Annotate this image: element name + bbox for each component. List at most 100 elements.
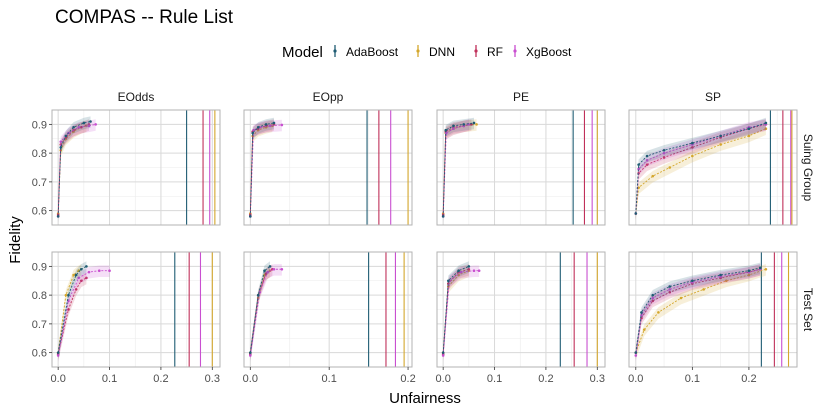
line-rf (442, 268, 469, 355)
point-rf (645, 163, 649, 166)
point-adaboost (72, 125, 75, 129)
point-adaboost (444, 128, 448, 132)
point-rf (79, 125, 83, 129)
point-adaboost (691, 279, 694, 283)
column-strip-eodds: EOdds (52, 86, 220, 108)
point-xgboost (452, 127, 455, 130)
point-rf (79, 279, 83, 283)
point-xgboost (634, 354, 638, 357)
point-adaboost (85, 265, 88, 268)
point-adaboost (441, 351, 445, 354)
point-adaboost (249, 215, 252, 218)
line-adaboost (635, 267, 761, 353)
point-rf (668, 290, 672, 294)
legend-key-point (333, 49, 337, 53)
point-adaboost (256, 125, 260, 129)
y-tick-label: 0.6 (32, 206, 47, 218)
y-tick-label: 0.7 (32, 177, 47, 189)
series-adaboost (634, 262, 762, 359)
point-adaboost (747, 127, 751, 130)
x-tick-label: 0.1 (685, 373, 700, 385)
point-xgboost (56, 354, 60, 357)
column-strip-sp: SP (629, 86, 797, 108)
legend-key-point (416, 49, 420, 53)
legend-label-rf: RF (487, 45, 503, 59)
series-adaboost (249, 261, 272, 359)
strip-background (437, 86, 605, 108)
panel-border (243, 251, 413, 368)
point-dnn (657, 311, 660, 314)
ribbon-adaboost (443, 261, 469, 359)
point-adaboost (251, 131, 254, 135)
point-rf (85, 276, 88, 280)
series-adaboost (441, 117, 476, 223)
point-dnn (719, 143, 722, 146)
ribbon-dnn (58, 264, 82, 359)
point-adaboost (472, 121, 476, 125)
ribbon-adaboost (443, 117, 474, 223)
panel-pe-1: 0.0 0.1 0.2 0.3 (436, 251, 606, 385)
point-xgboost (87, 270, 91, 274)
point-dnn (691, 154, 694, 158)
point-adaboost (634, 212, 638, 215)
point-xgboost (640, 313, 643, 317)
y-tick-label: 0.9 (32, 261, 47, 273)
legend-title: Model (282, 44, 323, 61)
panel-border (436, 109, 606, 226)
column-strip-eopp: EOpp (244, 86, 412, 108)
point-xgboost (645, 159, 649, 162)
point-rf (691, 146, 694, 149)
x-tick-label: 0.2 (741, 373, 756, 385)
point-adaboost (452, 124, 455, 128)
point-dnn (642, 328, 646, 331)
column-strip-pe: PE (437, 86, 605, 108)
point-adaboost (634, 351, 638, 354)
ribbon-dnn (443, 265, 469, 359)
legend-label-adaboost: AdaBoost (346, 45, 399, 59)
point-adaboost (691, 141, 694, 145)
strip-label: Suing Group (801, 134, 815, 202)
line-adaboost (442, 265, 470, 353)
ribbon-dnn (250, 265, 271, 359)
point-dnn (72, 273, 75, 277)
point-xgboost (108, 269, 111, 272)
point-dnn (747, 273, 751, 277)
x-tick-label: 0.2 (538, 373, 553, 385)
series-adaboost (56, 261, 88, 359)
point-adaboost (82, 121, 86, 125)
point-xgboost (59, 140, 63, 143)
line-adaboost (635, 122, 767, 214)
point-xgboost (97, 269, 101, 272)
point-xgboost (668, 288, 672, 291)
panel-sp-1: 0.0 0.1 0.2 (628, 251, 798, 385)
y-tick-label: 0.8 (32, 290, 47, 302)
panel-border (243, 109, 413, 226)
panel-border (51, 109, 221, 226)
point-adaboost (89, 120, 92, 123)
line-dnn (57, 268, 82, 353)
point-xgboost (272, 267, 276, 271)
ribbon-dnn (250, 120, 273, 220)
facet-grid: EOdds EOpp PE SP Suing Group Test Set 0.6 0.7 0.… (32, 86, 815, 385)
ribbon-dnn (58, 120, 87, 220)
line-xgboost (249, 124, 282, 217)
panel-border (628, 109, 798, 226)
x-tick-label: 0.1 (487, 373, 502, 385)
series-adaboost (441, 261, 471, 359)
point-adaboost (719, 273, 722, 277)
point-adaboost (747, 269, 751, 272)
point-dnn (764, 127, 768, 130)
ribbon-rf (58, 272, 87, 361)
strip-label: EOpp (313, 90, 344, 104)
ribbon-adaboost (250, 261, 271, 359)
row-strip-1: Test Set (801, 288, 815, 332)
legend-key-point (513, 49, 517, 53)
point-dnn (475, 123, 478, 126)
line-xgboost (442, 270, 480, 356)
point-dnn (679, 296, 683, 300)
x-tick-label: 0.2 (400, 373, 415, 385)
series-adaboost (249, 117, 276, 223)
x-tick-label: 0.0 (436, 373, 451, 385)
point-xgboost (651, 296, 655, 300)
